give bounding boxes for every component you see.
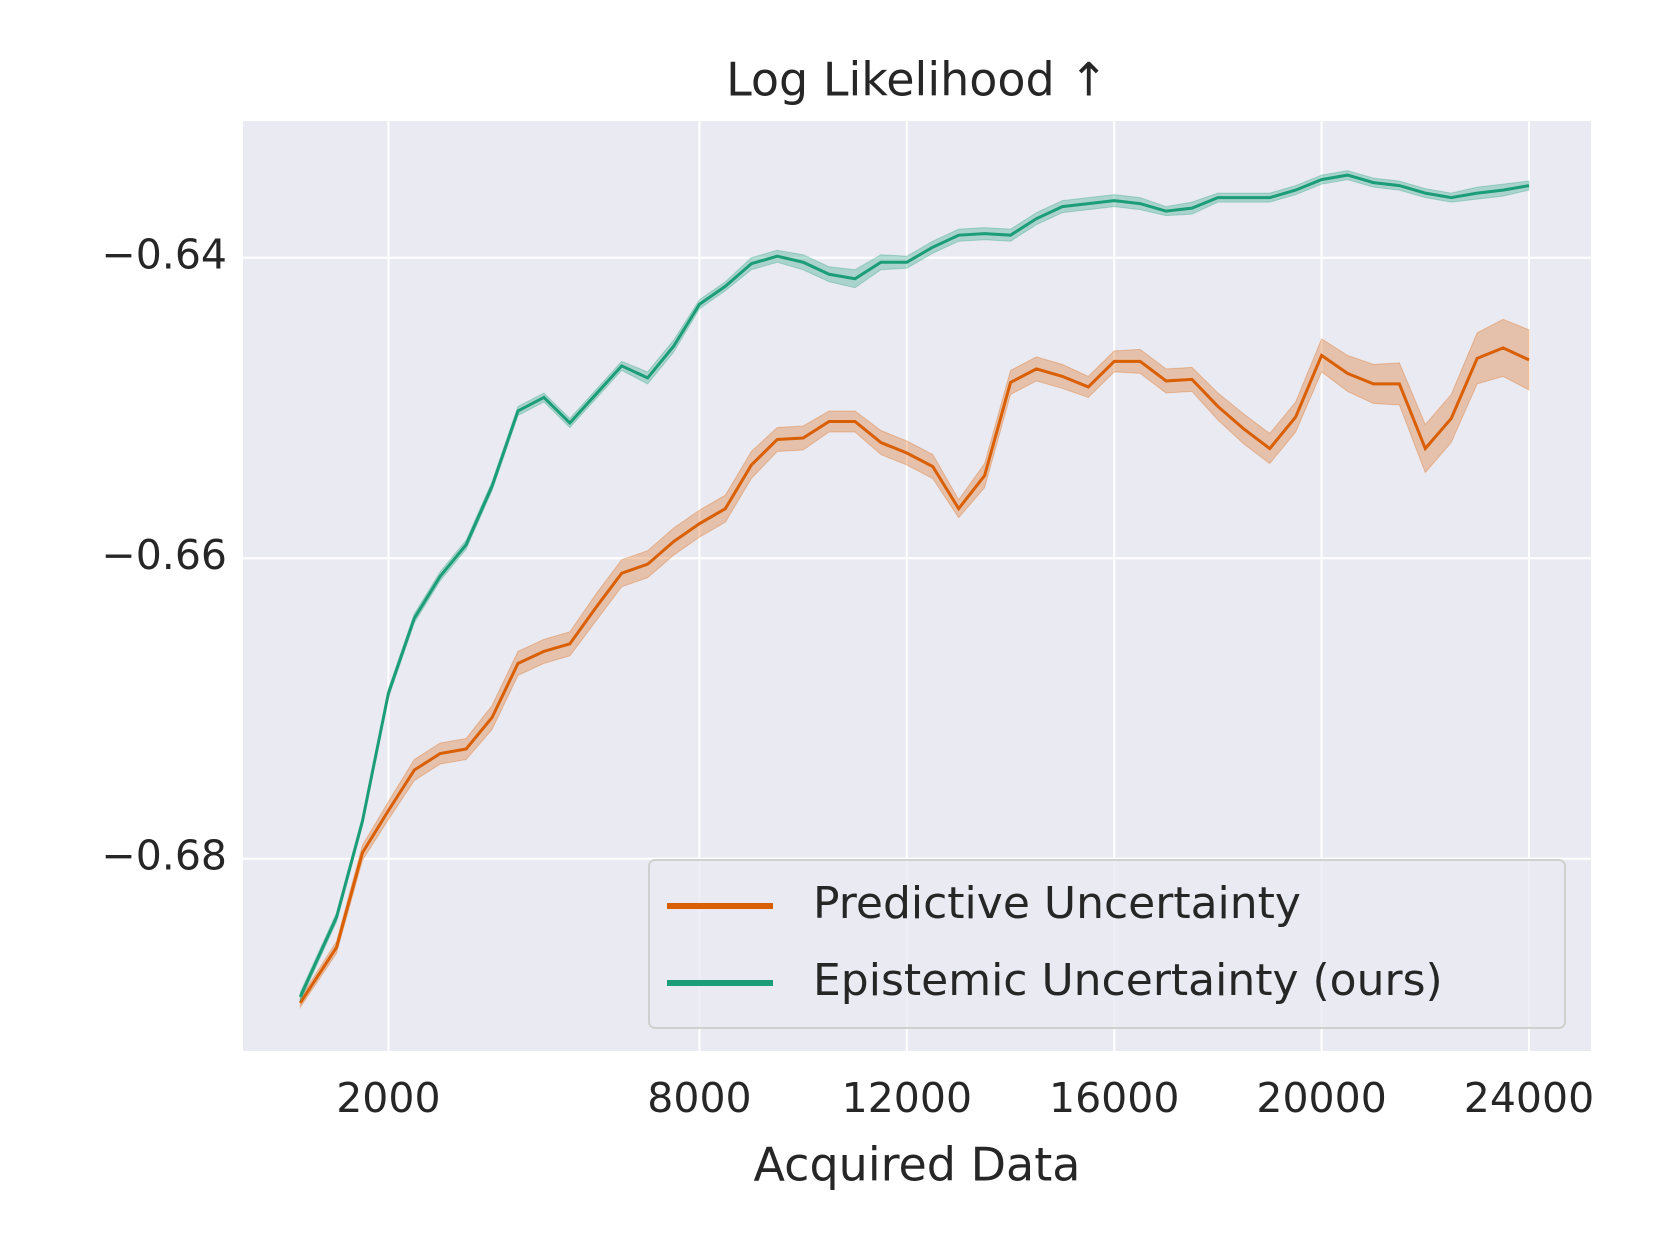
chart-title: Log Likelihood ↑ [726,53,1108,107]
line [298,346,1530,1004]
legend: Predictive Uncertainty Epistemic Uncertai… [648,859,1566,1029]
y-tick-label: −0.66 [101,531,227,579]
y-tick-label: −0.64 [101,231,227,279]
x-tick-label: 24000 [1464,1074,1594,1122]
x-axis-label: Acquired Data [754,1138,1081,1192]
line [298,173,1530,998]
confidence-band [299,170,1530,1002]
x-tick-label: 12000 [842,1074,972,1122]
y-tick-label: −0.68 [101,832,227,880]
x-tick-label: 8000 [647,1074,751,1122]
legend-box [648,859,1566,1029]
legend-label: Predictive Uncertainty [813,878,1301,929]
x-tick-label: 2000 [336,1074,440,1122]
legend-label: Epistemic Uncertainty (ours) [813,955,1443,1006]
x-tick-label: 16000 [1049,1074,1179,1122]
x-tick-label: 20000 [1256,1074,1386,1122]
